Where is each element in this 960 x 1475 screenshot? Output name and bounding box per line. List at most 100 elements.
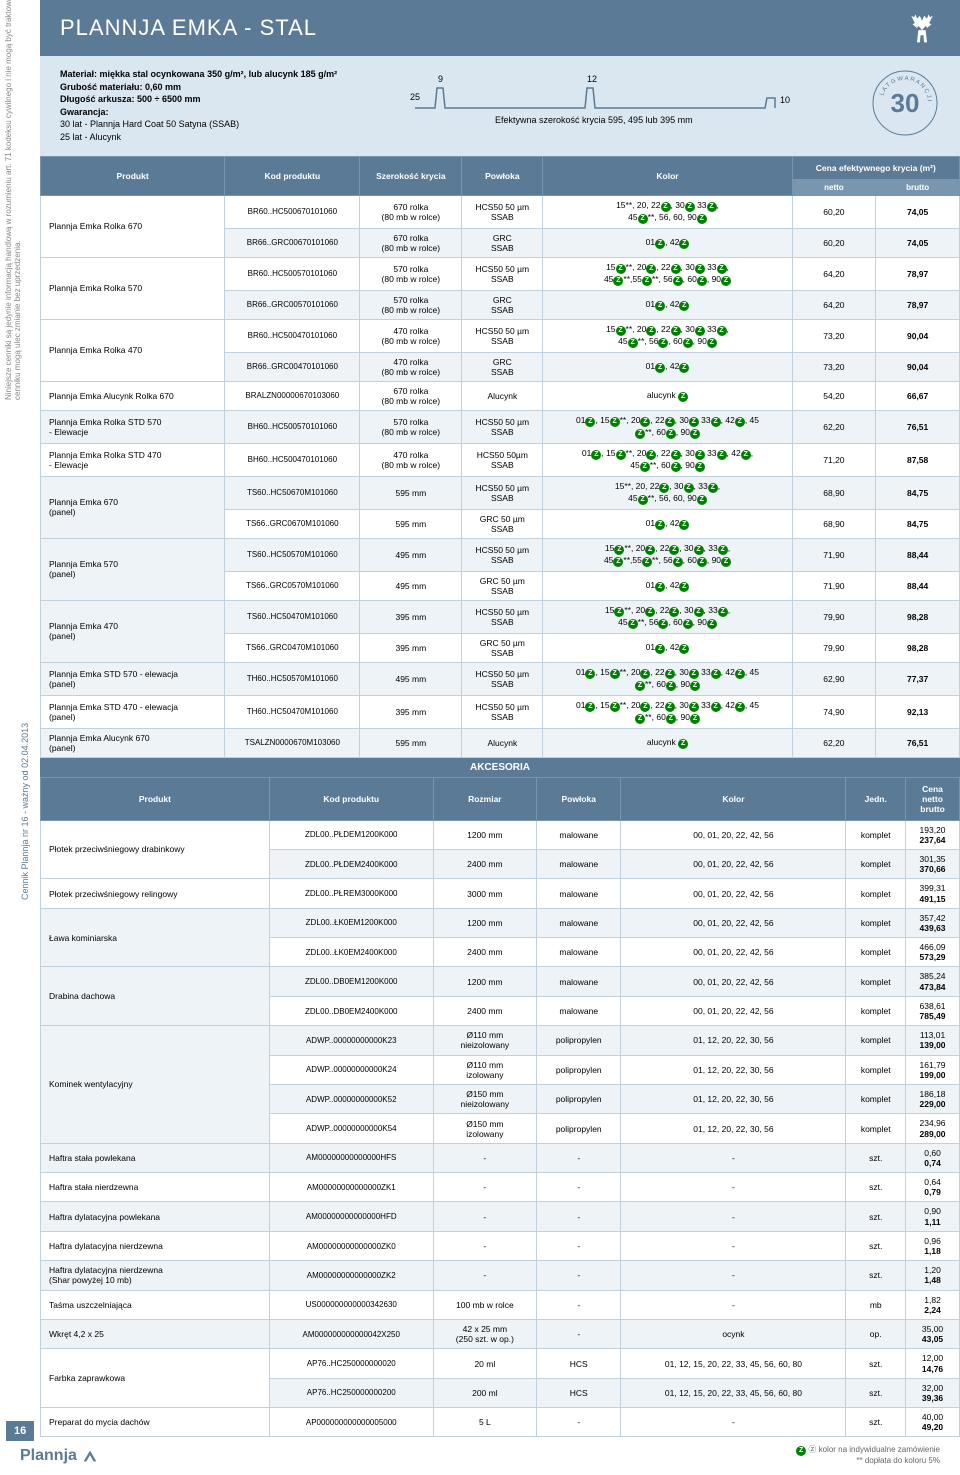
cell: 98,28	[876, 633, 960, 662]
dim-25: 25	[410, 92, 420, 102]
cell: 79,90	[792, 633, 876, 662]
cell: HCS50 50 µmSSAB	[462, 600, 543, 633]
cell: 68,90	[792, 476, 876, 509]
cell: 01Z, 15Z**, 20Z, 22Z, 30Z 33Z, 42Z, 45Z*…	[543, 695, 792, 728]
cell: 15Z**, 20Z, 22Z, 30Z, 33Z,45Z**, 56Z, 60…	[543, 600, 792, 633]
table-row: Plannja Emka Alucynk Rolka 670BRALZN0000…	[41, 381, 960, 410]
col-powloka: Powłoka	[462, 156, 543, 195]
cell: 00, 01, 20, 22, 42, 56	[621, 820, 846, 849]
cell: 00, 01, 20, 22, 42, 56	[621, 938, 846, 967]
page-header: PLANNJA EMKA - STAL	[40, 0, 960, 56]
cell: malowane	[537, 908, 621, 937]
brand-logo: Plannja	[20, 1447, 99, 1465]
cell: -	[621, 1290, 846, 1319]
logo-text: Plannja	[20, 1447, 77, 1465]
cell: 84,75	[876, 476, 960, 509]
cell: -	[621, 1261, 846, 1290]
cell: alucynk Z	[543, 728, 792, 757]
table-row: Plannja Emka STD 570 - elewacja(panel)TH…	[41, 662, 960, 695]
table-row: Farbka zaprawkowaAP76..HC25000000002020 …	[41, 1349, 960, 1378]
cell: 62,90	[792, 662, 876, 695]
cell: 2400 mm	[433, 938, 536, 967]
spec-line: 25 lat - Alucynk	[60, 131, 340, 144]
cell: TS60..HC50470M101060	[225, 600, 360, 633]
col-produkt: Produkt	[41, 156, 225, 195]
cell-price: 638,61785,49	[906, 996, 960, 1025]
col-kolor: Kolor	[543, 156, 792, 195]
cell-price: 466,09573,29	[906, 938, 960, 967]
legend-line: Ⓩ kolor na indywidualne zamówienie	[808, 1445, 940, 1454]
cell: komplet	[846, 996, 906, 1025]
cell: 01Z, 42Z	[543, 509, 792, 538]
cell-product: Płotek przeciwśniegowy relingowy	[41, 879, 270, 908]
cell: ADWP..00000000000K52	[269, 1084, 433, 1113]
cell: 74,90	[792, 695, 876, 728]
cell: ZDL00..PŁDEM2400K000	[269, 849, 433, 878]
col-cena: Cenanettobrutto	[906, 777, 960, 820]
cell-price: 1,201,48	[906, 1261, 960, 1290]
table-row: Plannja Emka 570(panel)TS60..HC50570M101…	[41, 538, 960, 571]
cell: mb	[846, 1290, 906, 1319]
cell-product: Farbka zaprawkowa	[41, 1349, 270, 1408]
cell: 15**, 20, 22Z, 30Z, 33Z,45Z**, 56, 60, 9…	[543, 476, 792, 509]
col-rozmiar: Rozmiar	[433, 777, 536, 820]
cell: AP76..HC250000000200	[269, 1378, 433, 1407]
cell: 98,28	[876, 600, 960, 633]
cell: Ø110 mmizolowany	[433, 1055, 536, 1084]
cell-price: 385,24473,84	[906, 967, 960, 996]
spec-line: Gwarancja:	[60, 107, 109, 117]
cell: 570 rolka(80 mb w rolce)	[360, 290, 462, 319]
cell: 200 ml	[433, 1378, 536, 1407]
cell: GRC 50 µmSSAB	[462, 633, 543, 662]
table-row: Haftra dylatacyjna nierdzewnaAM000000000…	[41, 1231, 960, 1260]
cell-product: Plannja Emka 470(panel)	[41, 600, 225, 662]
cell: 00, 01, 20, 22, 42, 56	[621, 849, 846, 878]
cell: komplet	[846, 1055, 906, 1084]
col-kod: Kod produktu	[269, 777, 433, 820]
cell: malowane	[537, 938, 621, 967]
table-row: Haftra stała nierdzewnaAM00000000000000Z…	[41, 1173, 960, 1202]
cell: 15Z**, 20Z, 22Z, 30Z, 33Z,45Z**,55Z**, 5…	[543, 538, 792, 571]
cell-price: 0,961,18	[906, 1231, 960, 1260]
cell: 595 mm	[360, 476, 462, 509]
cell: szt.	[846, 1378, 906, 1407]
cell: ADWP..00000000000K24	[269, 1055, 433, 1084]
spec-line: Materiał: miękka stal ocynkowana 350 g/m…	[60, 69, 337, 79]
cell: 01Z, 42Z	[543, 290, 792, 319]
cell: alucynk Z	[543, 381, 792, 410]
cell-product: Plannja Emka Rolka 670	[41, 195, 225, 257]
cell: -	[621, 1143, 846, 1172]
cell: 5 L	[433, 1408, 536, 1437]
cell: TH60..HC50470M101060	[225, 695, 360, 728]
cell: Alucynk	[462, 381, 543, 410]
cell: 470 rolka(80 mb w rolce)	[360, 443, 462, 476]
col-jedn: Jedn.	[846, 777, 906, 820]
cell: 73,20	[792, 352, 876, 381]
cell: ZDL00..ŁK0EM2400K000	[269, 938, 433, 967]
cell: 00, 01, 20, 22, 42, 56	[621, 967, 846, 996]
cell: 54,20	[792, 381, 876, 410]
table-row: Plannja Emka Rolka 470BR60..HC5004701010…	[41, 319, 960, 352]
cell: -	[433, 1261, 536, 1290]
cell-product: Plannja Emka 670(panel)	[41, 476, 225, 538]
cell: -	[433, 1143, 536, 1172]
accessories-table: Produkt Kod produktu Rozmiar Powłoka Kol…	[40, 777, 960, 1438]
cell: 84,75	[876, 509, 960, 538]
table-row: Taśma uszczelniającaUS000000000000342630…	[41, 1290, 960, 1319]
col-brutto: brutto	[876, 179, 960, 195]
cell: US000000000000342630	[269, 1290, 433, 1319]
cell: 495 mm	[360, 571, 462, 600]
products-table: Produkt Kod produktu Szerokość krycia Po…	[40, 156, 960, 758]
cell: 2400 mm	[433, 996, 536, 1025]
cell-product: Plannja Emka Rolka 470	[41, 319, 225, 381]
cell: komplet	[846, 820, 906, 849]
cell: 395 mm	[360, 633, 462, 662]
cell-price: 113,01139,00	[906, 1026, 960, 1055]
cell: 01Z, 42Z	[543, 633, 792, 662]
col-kod: Kod produktu	[225, 156, 360, 195]
cell: komplet	[846, 938, 906, 967]
table-row: Plannja Emka Rolka 570BR60..HC5005701010…	[41, 257, 960, 290]
cell: 01, 12, 20, 22, 30, 56	[621, 1055, 846, 1084]
cell: 66,67	[876, 381, 960, 410]
col-szer: Szerokość krycia	[360, 156, 462, 195]
